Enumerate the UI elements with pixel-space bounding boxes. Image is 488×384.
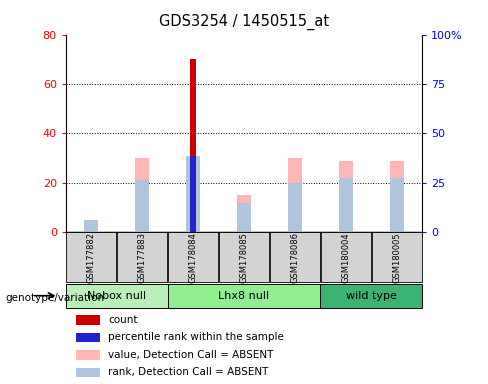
Text: wild type: wild type <box>346 291 397 301</box>
Text: Nobox null: Nobox null <box>87 291 146 301</box>
Text: GDS3254 / 1450515_at: GDS3254 / 1450515_at <box>159 13 329 30</box>
FancyBboxPatch shape <box>270 232 320 282</box>
Bar <box>237 203 251 232</box>
Text: value, Detection Call = ABSENT: value, Detection Call = ABSENT <box>108 350 273 360</box>
Bar <box>288 158 302 232</box>
Bar <box>186 156 200 232</box>
Text: rank, Detection Call = ABSENT: rank, Detection Call = ABSENT <box>108 367 268 377</box>
FancyBboxPatch shape <box>168 232 218 282</box>
Bar <box>288 183 302 232</box>
Text: Lhx8 null: Lhx8 null <box>219 291 269 301</box>
Bar <box>135 180 149 232</box>
Text: count: count <box>108 315 138 325</box>
Text: percentile rank within the sample: percentile rank within the sample <box>108 332 284 342</box>
FancyBboxPatch shape <box>117 232 167 282</box>
Bar <box>76 333 100 342</box>
FancyBboxPatch shape <box>66 283 168 308</box>
Text: GSM178085: GSM178085 <box>240 232 248 283</box>
Text: GSM178084: GSM178084 <box>188 232 198 283</box>
Text: GSM178086: GSM178086 <box>290 232 300 283</box>
Bar <box>84 222 99 232</box>
Text: GSM180005: GSM180005 <box>392 232 401 283</box>
Bar <box>84 220 99 232</box>
Bar <box>190 156 196 232</box>
Bar <box>389 178 404 232</box>
FancyBboxPatch shape <box>66 232 116 282</box>
Bar <box>76 367 100 377</box>
FancyBboxPatch shape <box>320 283 422 308</box>
FancyBboxPatch shape <box>321 232 371 282</box>
Text: genotype/variation: genotype/variation <box>5 293 104 303</box>
Text: GSM177883: GSM177883 <box>138 232 147 283</box>
Text: GSM180004: GSM180004 <box>341 232 350 283</box>
Bar <box>186 156 200 232</box>
Text: GSM177882: GSM177882 <box>87 232 96 283</box>
FancyBboxPatch shape <box>219 232 269 282</box>
FancyBboxPatch shape <box>372 232 422 282</box>
Bar <box>135 158 149 232</box>
FancyBboxPatch shape <box>168 283 320 308</box>
Bar <box>237 195 251 232</box>
Bar <box>76 315 100 324</box>
Bar <box>389 161 404 232</box>
Bar <box>339 178 353 232</box>
Bar <box>190 59 196 232</box>
Bar <box>339 161 353 232</box>
Bar <box>76 350 100 359</box>
